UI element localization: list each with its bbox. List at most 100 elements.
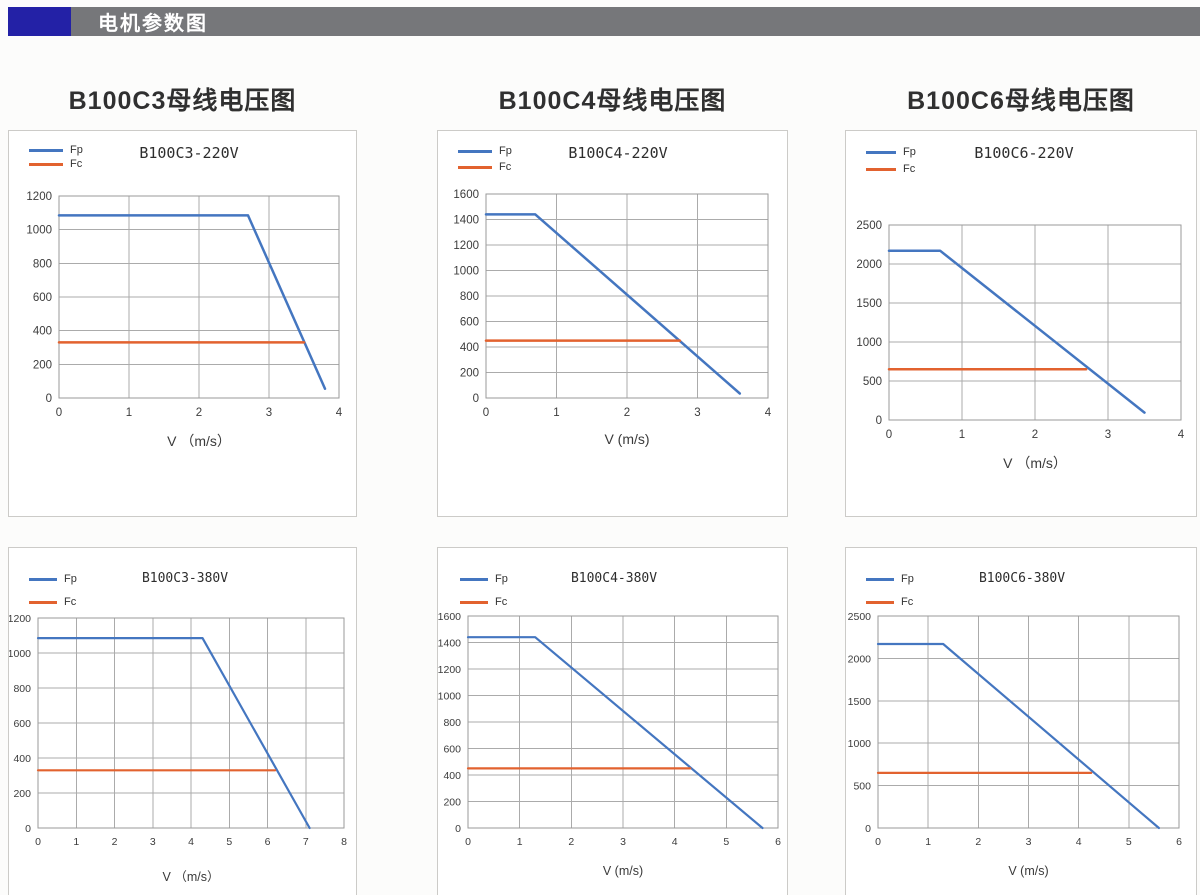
chart-title: B100C6-380V <box>978 571 1066 586</box>
svg-text:4: 4 <box>1178 429 1185 441</box>
svg-text:8: 8 <box>341 836 347 848</box>
svg-text:600: 600 <box>33 292 52 304</box>
svg-text:2000: 2000 <box>856 259 882 271</box>
svg-text:1400: 1400 <box>438 638 461 650</box>
x-axis-label: V （m/s） <box>167 433 231 449</box>
svg-text:0: 0 <box>35 836 41 848</box>
svg-text:400: 400 <box>443 770 461 782</box>
svg-text:1000: 1000 <box>9 648 31 660</box>
svg-text:200: 200 <box>13 788 31 800</box>
fp-line-swatch <box>29 578 57 581</box>
chart-title: B100C4-380V <box>570 571 658 586</box>
legend-row-fc: Fc <box>29 591 77 614</box>
legend-row-fc: Fc <box>866 161 916 178</box>
chart-legend: Fp Fc <box>460 568 508 614</box>
legend-row-fp: Fp <box>458 143 512 159</box>
svg-text:1200: 1200 <box>438 664 461 676</box>
svg-text:1400: 1400 <box>453 215 479 227</box>
svg-text:4: 4 <box>765 407 772 419</box>
legend-label-fp: Fp <box>495 573 508 585</box>
page-title: 电机参数图 <box>98 13 208 35</box>
svg-text:0: 0 <box>465 836 471 848</box>
svg-text:1000: 1000 <box>26 225 52 237</box>
legend-row-fp: Fp <box>29 568 77 591</box>
svg-text:3: 3 <box>1105 429 1111 441</box>
legend-label-fp: Fp <box>499 144 512 157</box>
legend-row-fc: Fc <box>866 591 914 614</box>
column-title-b100c3: B100C3母线电压图 <box>68 87 297 115</box>
chart-panel-b100c4-220v: 0 200 400 600 800 1000 1200 1400 1600 0 1 2 3 4 Fp Fc… <box>437 130 788 517</box>
svg-text:400: 400 <box>33 326 52 338</box>
chart-legend: Fp Fc <box>29 143 83 171</box>
svg-text:1500: 1500 <box>856 298 882 310</box>
svg-text:1200: 1200 <box>26 191 52 203</box>
legend-row-fc: Fc <box>460 591 508 614</box>
column-title-b100c6: B100C6母线电压图 <box>907 87 1135 115</box>
legend-label-fc: Fc <box>499 160 512 173</box>
svg-text:3: 3 <box>266 407 272 419</box>
svg-text:0: 0 <box>455 823 461 835</box>
svg-text:2: 2 <box>112 836 118 848</box>
svg-text:800: 800 <box>443 717 461 729</box>
legend-row-fc: Fc <box>29 157 83 171</box>
svg-text:1200: 1200 <box>9 613 31 625</box>
chart-plot: 0 200 400 600 800 1000 1200 1400 1600 0 1 2 3 4 <box>453 189 772 419</box>
svg-text:1: 1 <box>126 407 132 419</box>
svg-text:800: 800 <box>460 291 479 303</box>
svg-text:4: 4 <box>336 407 343 419</box>
chart-panel-b100c3-380v: 0 200 400 600 800 1000 1200 0 1 2 3 4 5 6 7 8 Fp Fc B10… <box>8 547 357 895</box>
svg-text:6: 6 <box>1176 836 1182 848</box>
svg-text:600: 600 <box>13 718 31 730</box>
chart-panel-b100c6-380v: 0 500 1000 1500 2000 2500 0 1 2 3 4 5 6 Fp Fc B100C6… <box>845 547 1197 895</box>
svg-text:1: 1 <box>553 407 559 419</box>
svg-text:0: 0 <box>473 393 479 405</box>
chart-legend: Fp Fc <box>458 143 512 175</box>
svg-text:0: 0 <box>46 393 52 405</box>
chart-title: B100C3-220V <box>139 144 239 162</box>
svg-text:200: 200 <box>443 797 461 809</box>
legend-label-fp: Fp <box>64 573 77 585</box>
svg-text:1200: 1200 <box>453 240 479 252</box>
svg-text:3: 3 <box>694 407 700 419</box>
fp-line-swatch <box>866 151 896 154</box>
x-axis-label: V （m/s） <box>1003 455 1067 471</box>
chart-panel-b100c6-220v: 0 500 1000 1500 2000 2500 0 1 2 3 4 Fp Fc B100C6-2… <box>845 130 1197 517</box>
svg-text:1500: 1500 <box>848 696 872 708</box>
legend-row-fp: Fp <box>460 568 508 591</box>
svg-text:600: 600 <box>460 317 479 329</box>
svg-text:2: 2 <box>975 836 981 848</box>
legend-label-fc: Fc <box>70 157 83 170</box>
svg-text:0: 0 <box>25 823 31 835</box>
x-axis-label: V (m/s) <box>604 431 650 447</box>
chart-legend: Fp Fc <box>866 144 916 178</box>
svg-text:2: 2 <box>1032 429 1038 441</box>
legend-row-fp: Fp <box>866 144 916 161</box>
svg-text:2: 2 <box>624 407 630 419</box>
svg-text:4: 4 <box>672 836 678 848</box>
legend-label-fc: Fc <box>903 163 916 175</box>
svg-text:1: 1 <box>73 836 79 848</box>
svg-text:1000: 1000 <box>453 266 479 278</box>
legend-row-fp: Fp <box>29 143 83 157</box>
legend-label-fp: Fp <box>901 573 914 585</box>
chart-title: B100C3-380V <box>141 571 229 586</box>
svg-text:1000: 1000 <box>856 337 882 349</box>
svg-text:7: 7 <box>303 836 309 848</box>
svg-text:500: 500 <box>853 781 871 793</box>
svg-text:0: 0 <box>875 836 881 848</box>
svg-text:0: 0 <box>876 415 882 427</box>
svg-text:1: 1 <box>959 429 965 441</box>
chart-legend: Fp Fc <box>866 568 914 614</box>
svg-text:1000: 1000 <box>848 738 872 750</box>
svg-text:0: 0 <box>865 823 871 835</box>
fp-line-swatch <box>458 149 492 153</box>
svg-text:2500: 2500 <box>848 611 872 623</box>
legend-row-fc: Fc <box>458 159 512 175</box>
svg-text:2: 2 <box>568 836 574 848</box>
svg-text:3: 3 <box>1026 836 1032 848</box>
chart-plot: 0 500 1000 1500 2000 2500 0 1 2 3 4 <box>856 220 1185 441</box>
svg-text:1000: 1000 <box>438 691 461 703</box>
svg-text:1: 1 <box>517 836 523 848</box>
legend-label-fp: Fp <box>70 143 83 156</box>
